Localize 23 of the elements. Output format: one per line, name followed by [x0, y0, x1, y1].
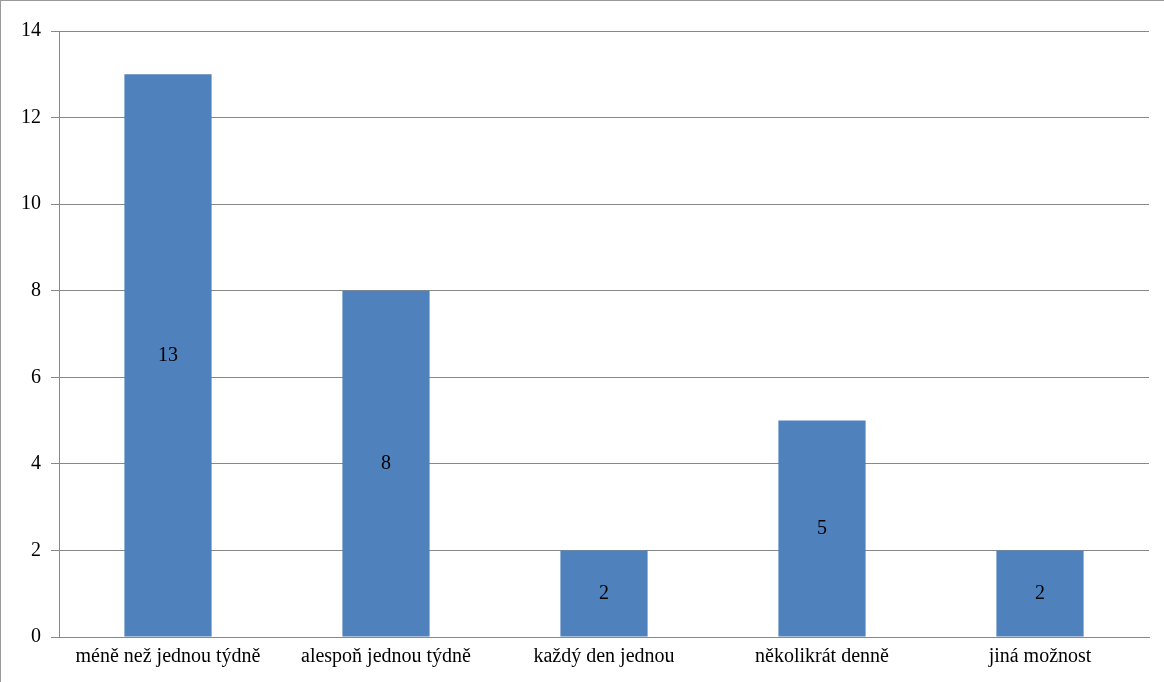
bar [342, 290, 430, 637]
y-tick-label: 6 [31, 364, 41, 387]
data-label: 13 [158, 342, 178, 365]
data-label: 2 [599, 580, 609, 603]
y-tick-label: 8 [31, 277, 41, 300]
data-label: 8 [381, 450, 391, 473]
x-tick-label: méně než jednou týdně [75, 644, 261, 668]
x-tick-label: alespoň jednou týdně [301, 644, 472, 668]
bar [560, 550, 648, 637]
data-label: 2 [1035, 580, 1045, 603]
data-label: 5 [817, 515, 827, 538]
x-tick-label: několikrát denně [755, 644, 890, 667]
y-tick-label: 12 [21, 104, 41, 127]
y-tick-label: 10 [21, 191, 41, 214]
y-tick-label: 4 [31, 451, 41, 474]
y-tick-label: 0 [31, 624, 41, 647]
x-tick-label: jiná možnost [987, 644, 1092, 668]
bar [778, 420, 866, 637]
x-tick-label: každý den jednou [533, 644, 675, 668]
bar [124, 74, 212, 637]
y-tick-label: 2 [31, 537, 41, 560]
y-tick-label: 14 [21, 18, 41, 41]
bar [996, 550, 1084, 637]
